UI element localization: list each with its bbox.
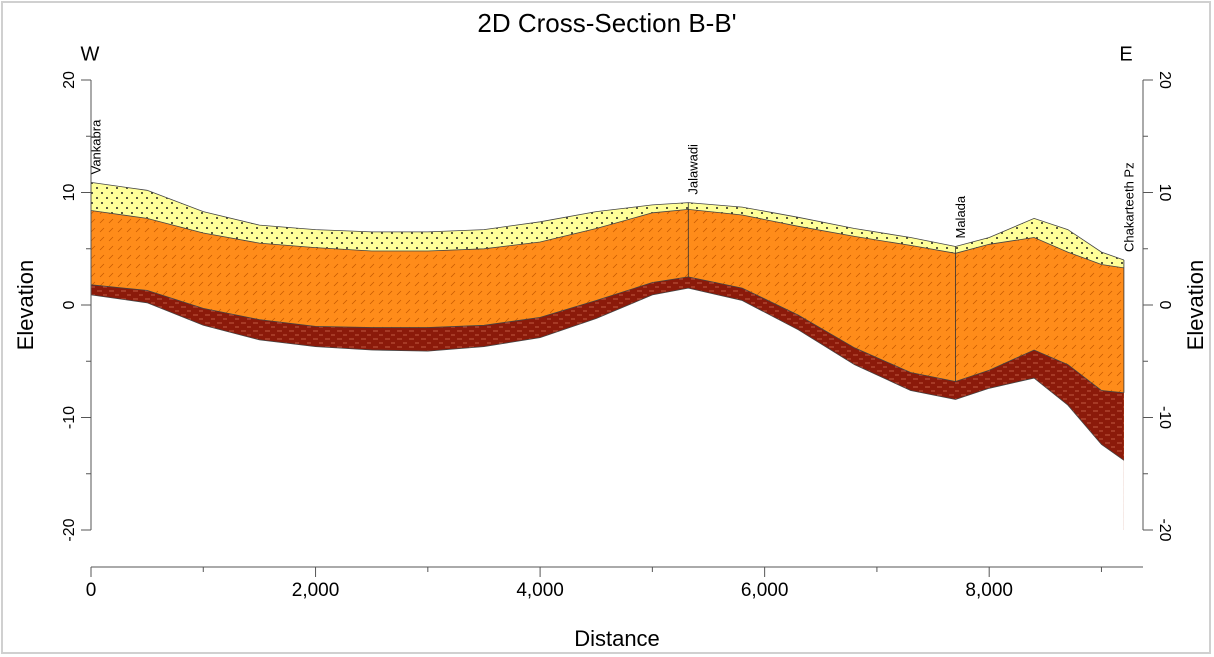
page: {"chart_data": { "type": "cross-section"… — [0, 0, 1214, 657]
east-label: E — [1119, 43, 1132, 65]
y-axis-label: Elevation — [13, 260, 38, 351]
well-label: Malada — [953, 195, 968, 238]
y-tick-label: -20 — [61, 518, 78, 541]
x-tick-label: 4,000 — [516, 580, 564, 601]
y-tick-label: 20 — [61, 71, 78, 89]
y-tick-label-right: -20 — [1156, 518, 1173, 541]
chart: VankabraJalawadiMaladaChakarteeth Pz 2D … — [0, 0, 1214, 657]
x-tick-label: 2,000 — [292, 580, 340, 601]
y-tick-label: 0 — [61, 300, 78, 309]
y-tick-label-right: 10 — [1156, 184, 1173, 202]
x-axis-label: Distance — [574, 626, 660, 651]
well-label: Jalawadi — [686, 144, 701, 195]
west-label: W — [81, 43, 100, 65]
y-tick-label-right: 20 — [1156, 71, 1173, 89]
y-tick-label: 10 — [61, 184, 78, 202]
chart-title: 2D Cross-Section B-B' — [477, 8, 736, 38]
y-tick-label: -10 — [61, 406, 78, 429]
y-tick-label-right: -10 — [1156, 406, 1173, 429]
x-tick-label: 0 — [86, 580, 97, 601]
y-tick-label-right: 0 — [1156, 301, 1173, 310]
x-tick-label: 6,000 — [741, 580, 789, 601]
well-label: Chakarteeth Pz — [1121, 162, 1136, 252]
x-tick-label: 8,000 — [965, 580, 1013, 601]
y-axis-label-right: Elevation — [1183, 260, 1208, 351]
